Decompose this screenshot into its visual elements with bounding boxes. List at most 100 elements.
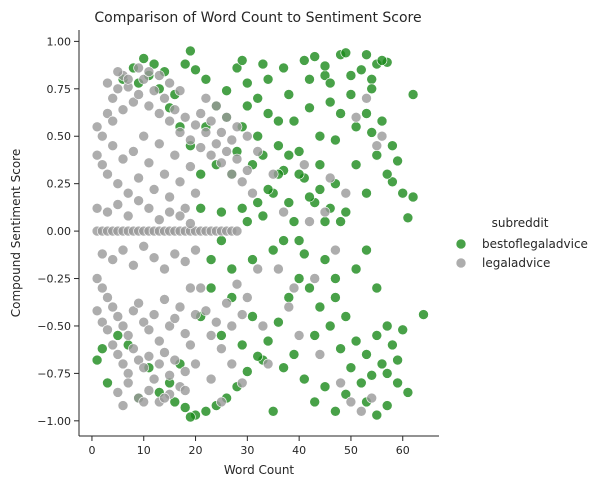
data-point-bestoflegaladvice xyxy=(283,89,295,100)
data-point-legaladvice xyxy=(211,138,222,150)
data-point-bestoflegaladvice xyxy=(304,102,315,114)
legend-marker-legaladvice xyxy=(455,257,467,269)
data-point-bestoflegaladvice xyxy=(361,108,372,119)
data-point-bestoflegaladvice xyxy=(319,60,331,72)
data-point-bestoflegaladvice xyxy=(314,301,326,313)
data-point-bestoflegaladvice xyxy=(392,354,403,366)
data-point-legaladvice xyxy=(154,335,165,347)
data-point-bestoflegaladvice xyxy=(381,400,393,411)
y-tick-label: 0.00 xyxy=(47,225,72,238)
data-point-bestoflegaladvice xyxy=(242,216,253,227)
data-point-legaladvice xyxy=(185,339,196,351)
data-point-legaladvice xyxy=(107,115,118,127)
data-point-legaladvice xyxy=(164,320,175,332)
data-point-bestoflegaladvice xyxy=(392,377,403,389)
data-point-legaladvice xyxy=(102,168,113,180)
y-tick-label: −0.25 xyxy=(37,273,71,286)
data-point-legaladvice xyxy=(174,176,186,188)
data-point-bestoflegaladvice xyxy=(371,282,383,294)
y-tick-label: 0.75 xyxy=(47,83,72,96)
chart-title: Comparison of Word Count to Sentiment Sc… xyxy=(94,10,421,26)
data-point-legaladvice xyxy=(216,157,227,169)
data-point-bestoflegaladvice xyxy=(350,159,362,170)
data-point-legaladvice xyxy=(231,278,243,290)
legend: subreddit bestoflegaladvice legaladvice xyxy=(455,216,588,270)
data-point-bestoflegaladvice xyxy=(397,187,409,199)
data-point-legaladvice xyxy=(169,354,181,366)
data-point-legaladvice xyxy=(102,77,113,89)
data-point-legaladvice xyxy=(221,297,232,309)
data-point-legaladvice xyxy=(154,108,165,119)
data-point-legaladvice xyxy=(122,330,134,341)
data-point-legaladvice xyxy=(164,77,175,89)
legend-title: subreddit xyxy=(492,216,549,230)
data-point-bestoflegaladvice xyxy=(340,311,352,322)
data-point-bestoflegaladvice xyxy=(371,330,383,341)
data-point-bestoflegaladvice xyxy=(319,254,331,265)
data-point-legaladvice xyxy=(133,354,144,366)
data-point-legaladvice xyxy=(148,252,160,264)
data-point-legaladvice xyxy=(298,159,310,170)
data-point-bestoflegaladvice xyxy=(179,402,191,413)
x-ticks: 0 10 20 30 40 50 60 xyxy=(88,436,410,457)
data-point-legaladvice xyxy=(117,244,129,256)
data-point-legaladvice xyxy=(91,273,103,284)
data-point-legaladvice xyxy=(133,195,144,206)
data-point-bestoflegaladvice xyxy=(293,146,305,157)
data-point-bestoflegaladvice xyxy=(195,168,206,180)
data-point-bestoflegaladvice xyxy=(288,216,300,227)
data-point-legaladvice xyxy=(112,311,124,322)
data-point-legaladvice xyxy=(143,100,155,112)
points-layer xyxy=(91,45,429,423)
data-point-bestoflegaladvice xyxy=(283,149,295,161)
data-point-bestoflegaladvice xyxy=(283,292,295,303)
data-point-bestoflegaladvice xyxy=(293,168,305,180)
data-point-legaladvice xyxy=(112,349,124,360)
data-point-legaladvice xyxy=(231,121,243,133)
data-point-bestoflegaladvice xyxy=(252,130,264,142)
data-point-legaladvice xyxy=(319,206,331,218)
data-point-bestoflegaladvice xyxy=(335,343,346,355)
data-point-legaladvice xyxy=(143,385,155,396)
data-point-legaladvice xyxy=(143,350,155,362)
data-point-bestoflegaladvice xyxy=(252,197,264,208)
data-point-legaladvice xyxy=(122,368,134,379)
data-point-bestoflegaladvice xyxy=(330,134,341,146)
data-point-legaladvice xyxy=(221,146,232,157)
data-point-bestoflegaladvice xyxy=(200,405,212,417)
legend-label-legaladvice: legaladvice xyxy=(482,256,550,270)
data-point-bestoflegaladvice xyxy=(267,405,279,417)
data-point-legaladvice xyxy=(174,127,186,138)
data-point-bestoflegaladvice xyxy=(324,320,336,332)
data-point-bestoflegaladvice xyxy=(340,206,352,218)
data-point-legaladvice xyxy=(138,241,149,252)
data-point-bestoflegaladvice xyxy=(257,210,269,222)
data-point-legaladvice xyxy=(128,343,139,355)
data-point-legaladvice xyxy=(159,93,170,104)
data-point-legaladvice xyxy=(205,149,217,161)
data-point-legaladvice xyxy=(174,301,186,313)
data-point-legaladvice xyxy=(112,178,124,189)
data-point-bestoflegaladvice xyxy=(236,203,248,214)
data-point-bestoflegaladvice xyxy=(387,339,398,351)
data-point-legaladvice xyxy=(179,366,191,377)
data-point-legaladvice xyxy=(195,282,206,294)
data-point-legaladvice xyxy=(154,358,165,370)
data-point-bestoflegaladvice xyxy=(304,191,315,203)
data-point-legaladvice xyxy=(138,130,149,142)
data-point-legaladvice xyxy=(164,115,175,127)
data-point-bestoflegaladvice xyxy=(262,335,274,347)
y-tick-label: −0.75 xyxy=(37,367,71,380)
data-point-legaladvice xyxy=(216,343,227,355)
y-ticks: −1.00 −0.75 −0.50 −0.25 0.00 0.25 0.50 0.75 1.00 xyxy=(37,35,79,428)
data-point-bestoflegaladvice xyxy=(402,212,414,224)
data-point-legaladvice xyxy=(112,199,124,210)
data-point-bestoflegaladvice xyxy=(179,58,191,70)
x-tick-label: 10 xyxy=(137,444,151,457)
data-point-legaladvice xyxy=(236,309,248,320)
data-point-bestoflegaladvice xyxy=(97,343,108,355)
data-point-legaladvice xyxy=(154,214,165,225)
x-tick-label: 20 xyxy=(189,444,203,457)
data-point-legaladvice xyxy=(330,244,341,256)
data-point-bestoflegaladvice xyxy=(138,53,149,64)
